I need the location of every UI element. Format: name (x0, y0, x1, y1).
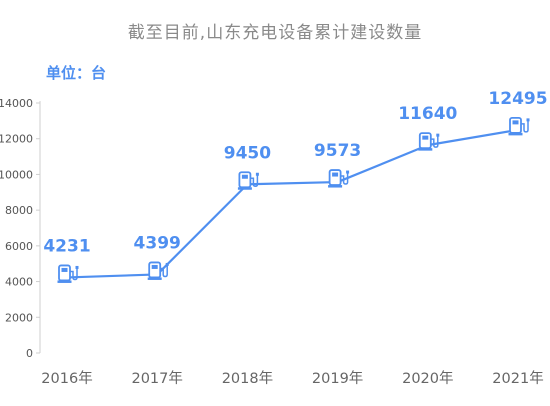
series-line (66, 128, 519, 279)
data-label: 4399 (134, 233, 181, 253)
y-tick-label: 14000 (0, 97, 33, 110)
x-tick-label: 2018年 (222, 370, 273, 387)
charging-station-icon (418, 132, 440, 151)
y-tick-label: 0 (26, 347, 33, 360)
x-tick-label: 2021年 (492, 370, 543, 387)
x-tick-label: 2020年 (402, 370, 453, 387)
y-tick-label: 10000 (0, 168, 33, 181)
charging-station-icon (57, 264, 79, 283)
data-label: 9573 (314, 141, 361, 161)
data-label: 4231 (43, 236, 90, 256)
y-tick-label: 8000 (5, 204, 33, 217)
data-label: 9450 (224, 143, 271, 163)
charging-station-icon (328, 169, 350, 188)
y-tick-label: 6000 (5, 240, 33, 253)
y-tick-label: 2000 (5, 311, 33, 324)
charging-station-icon (508, 116, 530, 136)
charging-station-icon (147, 261, 169, 280)
data-label: 12495 (488, 89, 547, 109)
x-tick-label: 2017年 (131, 370, 182, 387)
y-tick-label: 4000 (5, 276, 33, 289)
x-tick-label: 2019年 (312, 370, 363, 387)
chart-title: 截至目前,山东充电设备累计建设数量 (127, 23, 423, 43)
data-label: 11640 (398, 104, 457, 124)
x-tick-label: 2016年 (41, 370, 92, 387)
unit-label: 单位：台 (46, 64, 107, 82)
y-tick-label: 12000 (0, 133, 33, 146)
charging-station-icon (237, 171, 259, 190)
